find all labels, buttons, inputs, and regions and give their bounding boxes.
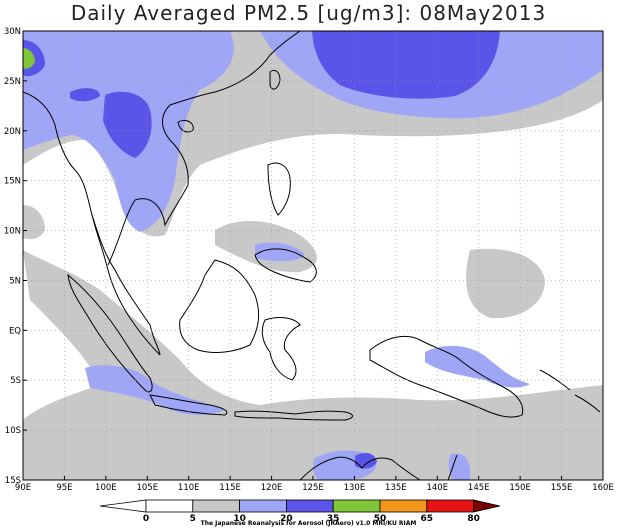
colorbar-segment [145,499,194,513]
colorbar-arrow-high [473,499,501,513]
coastlines [23,31,601,480]
colorbar-tick-label: 10 [233,514,246,524]
coast-new-guinea [369,335,524,418]
lat-label: EQ [9,326,21,336]
shade-sumatra-band [23,250,603,480]
coast-malay-peninsula [91,214,161,356]
colorbar-segment [239,499,287,513]
purple-laos [103,91,152,158]
shade-northwest-strip [23,205,45,240]
coast-java [149,394,228,416]
pm25-shading [23,31,603,480]
shade-pacific-blob [466,248,545,319]
colorbar-tick-label: 5 [190,514,196,524]
colorbar-tick-label: 35 [327,514,340,524]
purple-south-china [70,88,100,102]
lon-label: 135E [385,483,407,493]
coast-luzon [267,162,291,216]
lon-label: 90E [15,483,31,493]
coast-sulawesi [261,317,301,381]
lon-label: 100E [95,483,117,493]
lat-label: 5S [10,376,21,386]
lat-label: 15S [5,476,21,486]
pm25-level-35-50 [23,48,35,69]
lon-label: 105E [136,483,158,493]
colorbar: 0 5 10 20 35 50 65 80 [99,499,501,524]
coast-borneo [179,259,260,353]
blue-new-guinea-patch [425,345,530,388]
colorbar-segment [285,499,334,513]
colorbar-segment [426,499,474,513]
lat-label: 20N [4,127,21,137]
lat-label: 15N [4,177,21,187]
coast-australia-north [299,456,421,480]
colorbar-tick-label: 50 [374,514,387,524]
lon-label: 150E [509,483,531,493]
blue-philippines-patch [255,242,305,262]
coast-solomons [539,369,601,413]
shade-borneo-strip [215,134,255,152]
lat-label: 25N [4,77,21,87]
coast-timor-chain [234,410,353,421]
longitude-labels: 90E 95E 100E 105E 110E 115E 120E 125E 130E 135E 14… [15,476,614,493]
data-credit: The Japanese Reanalysis for Aerosol (JRA… [200,520,417,527]
coast-cape-york [447,454,458,480]
lon-label: 145E [468,483,490,493]
colorbar-tick-label: 0 [143,514,149,524]
latitude-labels: 30N 25N 20N 15N 10N 5N EQ 5S 10S 15S [4,27,27,486]
colorbar-segment [379,499,428,513]
lon-label: 95E [56,483,72,493]
lon-label: 160E [592,483,614,493]
colorbar-arrow-low [99,499,147,513]
colorbar-segment [332,499,381,513]
map-title: Daily Averaged PM2.5 [ug/m3]: 08May2013 [70,1,547,25]
lon-label: 110E [178,483,200,493]
colorbar-segment [192,499,241,513]
pm25-level-20-35 [23,31,500,469]
blue-java-sea [85,365,225,415]
purple-timor [355,452,377,469]
lon-label: 130E [344,483,366,493]
lat-label: 5N [9,276,21,286]
lat-label: 10S [5,426,21,436]
lon-label: 115E [219,483,241,493]
coast-sumatra [67,273,153,393]
lon-label: 125E [302,483,324,493]
colorbar-tick-label: 65 [421,514,434,524]
colorbar-tick-label: 80 [467,514,480,524]
lat-label: 30N [4,27,21,37]
lat-label: 10N [4,227,21,237]
lon-label: 120E [261,483,283,493]
colorbar-tick-label: 20 [280,514,293,524]
purple-north-pacific [312,31,500,99]
lat-lon-grid [23,31,603,480]
coast-indochina-east [107,31,301,266]
coast-hainan [177,119,194,133]
coast-mindanao [254,248,317,283]
lon-label: 155E [551,483,573,493]
blue-south-patch [448,453,470,480]
lon-label: 140E [426,483,448,493]
